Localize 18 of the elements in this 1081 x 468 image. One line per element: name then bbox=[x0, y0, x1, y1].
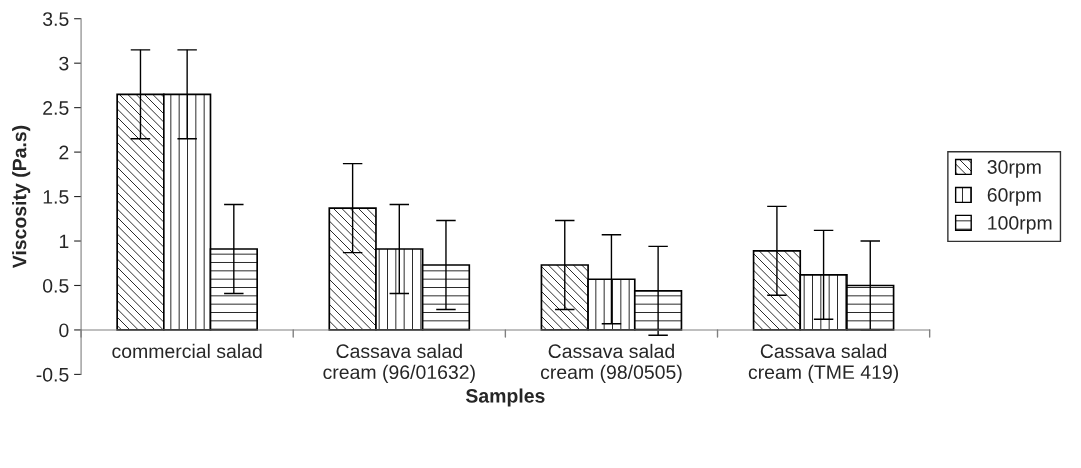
y-tick-label: 2 bbox=[59, 145, 69, 160]
x-tick-label: Cassava salad cream (TME 419) bbox=[748, 343, 899, 383]
y-tick-label: 3 bbox=[59, 56, 69, 71]
y-tick-label: 0 bbox=[59, 323, 69, 338]
y-tick-label: -0.5 bbox=[36, 367, 69, 382]
x-tick-label: Cassava salad cream (96/01632) bbox=[323, 343, 475, 383]
y-tick-label: 1.5 bbox=[43, 190, 69, 204]
legend-label: 30rpm bbox=[987, 160, 1041, 178]
y-tick-label: 1 bbox=[59, 234, 69, 249]
legend-label: 60rpm bbox=[987, 188, 1041, 206]
y-axis-title: Viscosity (Pa.s) bbox=[12, 125, 31, 269]
x-axis-title: Samples bbox=[465, 388, 545, 407]
x-tick-label: Cassava salad cream (98/0505) bbox=[540, 343, 682, 383]
y-tick-label: 0.5 bbox=[43, 278, 69, 293]
legend-label: 100rpm bbox=[988, 216, 1052, 234]
y-tick-label: 3.5 bbox=[42, 12, 69, 26]
x-tick-label: commercial salad bbox=[112, 343, 262, 359]
y-tick-label: 2.5 bbox=[43, 101, 69, 115]
